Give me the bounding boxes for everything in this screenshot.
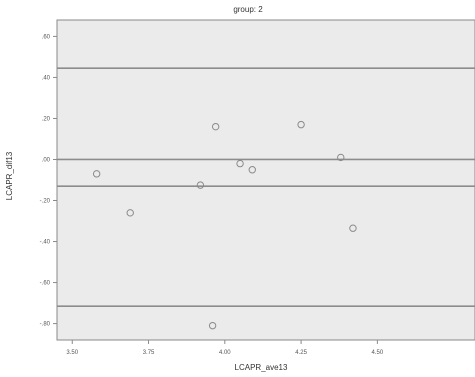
y-tick-label: -.60 bbox=[40, 281, 51, 287]
y-tick-label: -.40 bbox=[40, 240, 51, 246]
plot-frame bbox=[56, 19, 475, 341]
plot-area bbox=[57, 20, 475, 340]
y-axis-label: LCAPR_dif13 bbox=[5, 151, 14, 200]
x-tick-label: 4.50 bbox=[372, 350, 384, 356]
y-tick-label: .20 bbox=[42, 116, 51, 122]
y-tick-label: -.20 bbox=[40, 199, 51, 205]
chart-title: group: 2 bbox=[233, 5, 263, 14]
data-point bbox=[248, 166, 256, 174]
data-point bbox=[337, 153, 345, 162]
data-point bbox=[196, 181, 205, 189]
x-axis-label: LCAPR_ave13 bbox=[235, 363, 288, 372]
data-point bbox=[211, 122, 220, 131]
data-point bbox=[92, 170, 101, 178]
data-point bbox=[297, 120, 305, 129]
y-tick-label: .00 bbox=[42, 157, 51, 163]
x-tick-label: 3.50 bbox=[66, 350, 78, 356]
y-tick-label: .40 bbox=[42, 75, 51, 81]
data-point bbox=[208, 321, 217, 330]
data-point bbox=[236, 159, 244, 168]
data-points bbox=[92, 120, 357, 330]
y-axis-ticks: .60 .40 .20 .00 -.20 -.40 -.60 -.80 bbox=[40, 34, 57, 328]
x-tick-label: 3.75 bbox=[143, 350, 155, 356]
x-tick-label: 4.00 bbox=[219, 350, 231, 356]
data-point bbox=[126, 209, 134, 217]
y-tick-label: -.80 bbox=[40, 322, 51, 328]
x-tick-label: 4.25 bbox=[295, 350, 307, 356]
data-point bbox=[349, 224, 357, 232]
reference-lines bbox=[57, 67, 475, 307]
y-tick-label: .60 bbox=[42, 34, 51, 40]
x-axis-ticks: 3.50 3.75 4.00 4.25 4.50 bbox=[66, 340, 384, 356]
